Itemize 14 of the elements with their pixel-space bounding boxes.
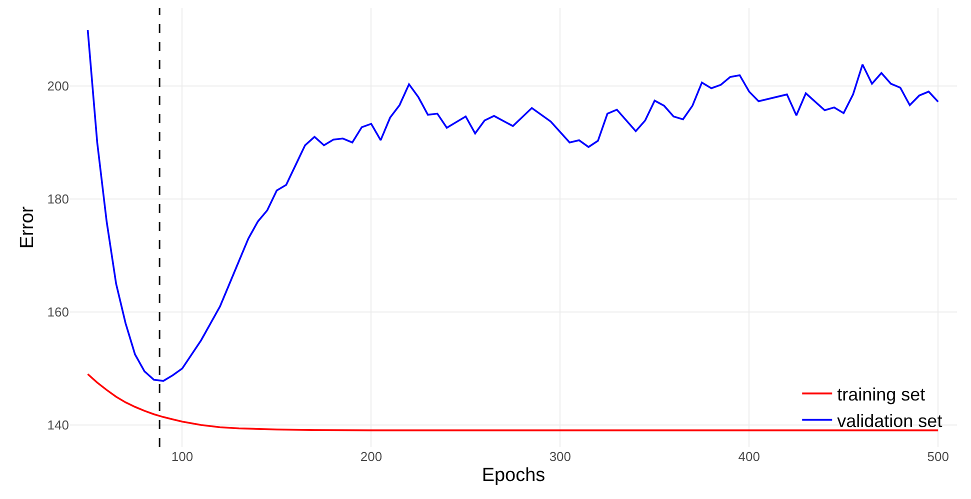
- y-tick-label: 200: [47, 78, 69, 94]
- y-tick-label: 140: [47, 418, 69, 433]
- y-axis-title: Error: [17, 206, 38, 249]
- legend-label: training set: [837, 384, 926, 404]
- x-tick-label: 500: [927, 449, 949, 464]
- x-tick-label: 200: [360, 449, 382, 464]
- legend-label: validation set: [837, 410, 942, 431]
- x-tick-label: 100: [171, 449, 194, 464]
- y-tick-label: 160: [47, 304, 69, 320]
- y-tick-label: 180: [47, 192, 69, 207]
- x-axis-title: Epochs: [482, 464, 546, 486]
- x-tick-label: 300: [549, 449, 572, 464]
- line-series: [86, 29, 939, 382]
- x-tick-label: 400: [738, 449, 760, 464]
